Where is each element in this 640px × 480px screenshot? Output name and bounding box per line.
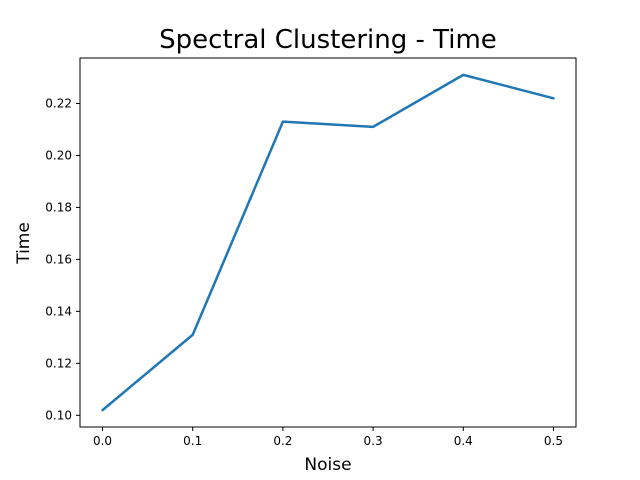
x-tick-label: 0.0	[93, 434, 112, 448]
x-tick-label: 0.1	[183, 434, 202, 448]
x-tick-label: 0.5	[544, 434, 563, 448]
y-tick-label: 0.10	[45, 408, 72, 422]
y-tick-label: 0.18	[45, 200, 72, 214]
plot-area: 0.0 0.1 0.2 0.3 0.4 0.5 0.10 0.12 0.14 0.16 0.18 0.…	[45, 57, 577, 448]
plot-frame	[79, 57, 577, 428]
y-tick-label: 0.14	[45, 304, 72, 318]
series-line	[101, 73, 555, 412]
y-tick-label: 0.20	[45, 148, 72, 162]
x-axis-label: Noise	[304, 455, 351, 475]
chart-title: Spectral Clustering - Time	[159, 25, 497, 55]
y-tick-label: 0.22	[45, 96, 72, 110]
x-tick-label: 0.4	[454, 434, 473, 448]
y-tick-label: 0.12	[45, 356, 72, 370]
x-tick-label: 0.3	[364, 434, 383, 448]
y-axis-label: Time	[14, 222, 34, 265]
y-tick-label: 0.16	[45, 252, 72, 266]
x-tick-label: 0.2	[273, 434, 292, 448]
